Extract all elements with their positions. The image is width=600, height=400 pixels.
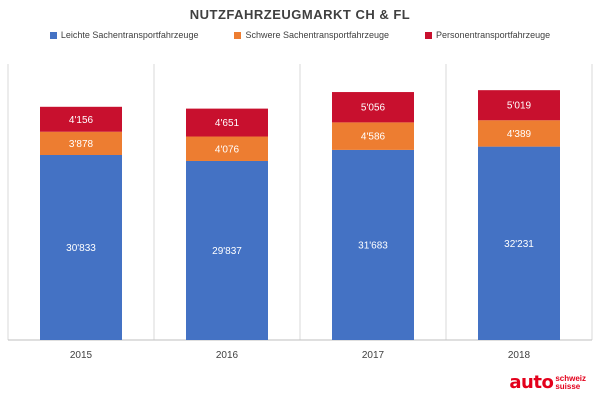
data-label-2017-series-0: 31'683 bbox=[358, 240, 388, 251]
legend-label-schwere: Schwere Sachentransportfahrzeuge bbox=[245, 30, 390, 40]
bar-2015-series-2 bbox=[40, 106, 122, 132]
legend-label-leichte: Leichte Sachentransportfahrzeuge bbox=[60, 30, 199, 40]
x-tick-label-2017: 2017 bbox=[362, 350, 385, 361]
data-label-2016-series-0: 29'837 bbox=[212, 246, 242, 257]
logo-subtext-line1: schweiz bbox=[555, 373, 586, 383]
chart-title: NUTZFAHRZEUGMARKT CH & FL bbox=[189, 7, 411, 22]
logo-subtext: schweiz suisse bbox=[555, 373, 586, 391]
bar-2015-series-0 bbox=[40, 155, 122, 340]
bar-2018-series-1 bbox=[478, 120, 560, 147]
legend-label-personen: Personentransportfahrzeuge bbox=[436, 30, 551, 40]
x-tick-label-2015: 2015 bbox=[70, 350, 93, 361]
legend-swatch-leichte bbox=[49, 31, 57, 39]
data-label-2015-series-1: 3'878 bbox=[69, 139, 94, 150]
data-label-2016-series-2: 4'651 bbox=[215, 118, 240, 129]
data-label-2015-series-2: 4'156 bbox=[69, 115, 94, 126]
data-label-2018-series-0: 32'231 bbox=[504, 239, 534, 250]
data-label-2018-series-2: 5'019 bbox=[507, 101, 532, 112]
legend-swatch-personen bbox=[425, 31, 433, 39]
data-label-2015-series-0: 30'833 bbox=[66, 243, 96, 254]
bar-2017-series-2 bbox=[332, 92, 414, 123]
bar-2017-series-0 bbox=[332, 149, 414, 340]
bar-2016-series-0 bbox=[186, 160, 268, 340]
bar-2016-series-2 bbox=[186, 108, 268, 137]
logo-wordmark: auto bbox=[509, 372, 554, 393]
data-label-2016-series-1: 4'076 bbox=[215, 144, 240, 155]
bar-2017-series-1 bbox=[332, 122, 414, 150]
data-label-2017-series-1: 4'586 bbox=[361, 132, 386, 143]
legend-item-leichte: Leichte Sachentransportfahrzeuge bbox=[49, 30, 199, 40]
x-tick-label-2016: 2016 bbox=[216, 350, 239, 361]
legend-swatch-schwere bbox=[234, 31, 242, 39]
x-tick-label-2018: 2018 bbox=[508, 350, 531, 361]
bar-2015-series-1 bbox=[40, 131, 122, 156]
legend-item-schwere: Schwere Sachentransportfahrzeuge bbox=[234, 30, 389, 40]
logo-subtext-line2: suisse bbox=[555, 381, 581, 391]
bar-2016-series-1 bbox=[186, 136, 268, 161]
legend-item-personen: Personentransportfahrzeuge bbox=[425, 30, 550, 40]
bar-2018-series-0 bbox=[478, 146, 560, 340]
bar-2018-series-2 bbox=[478, 90, 560, 121]
chart-legend: Leichte Sachentransportfahrzeuge Schwere… bbox=[0, 30, 600, 40]
data-label-2017-series-2: 5'056 bbox=[361, 103, 386, 114]
auto-schweiz-logo: auto schweiz suisse bbox=[509, 372, 586, 393]
data-label-2018-series-1: 4'389 bbox=[507, 129, 532, 140]
